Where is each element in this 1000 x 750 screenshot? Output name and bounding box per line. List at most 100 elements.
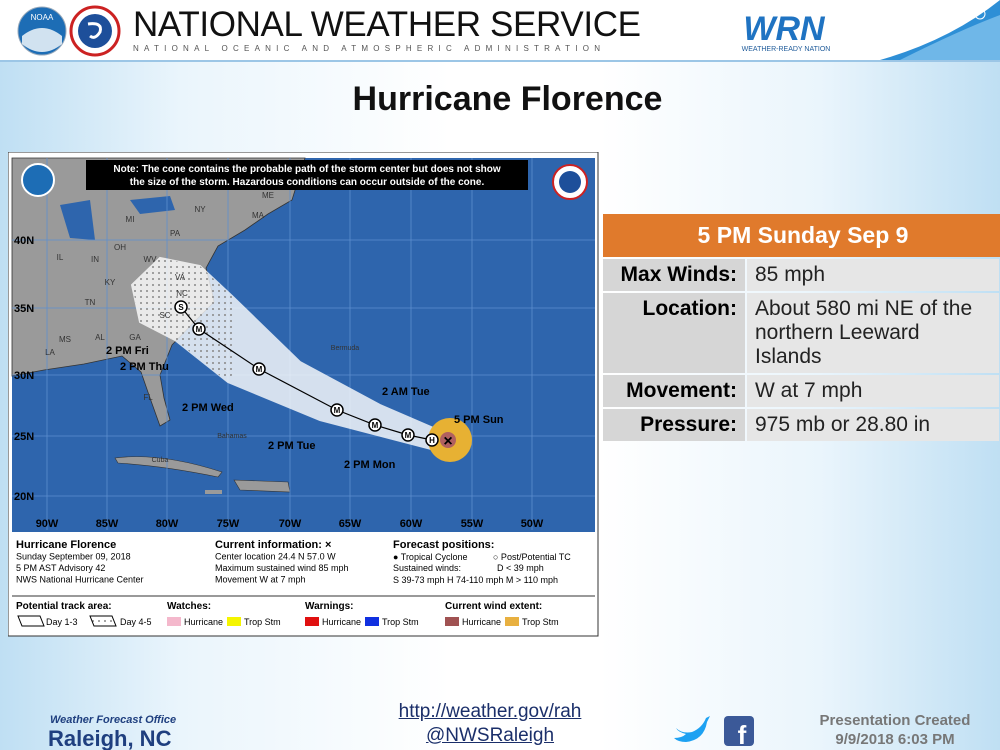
lon-label: 75W [217, 518, 240, 530]
place-label: GA [129, 333, 141, 342]
lon-label: 90W [36, 518, 59, 530]
forecast-label: Pressure: [603, 409, 745, 441]
lon-label: 55W [461, 518, 484, 530]
track-point-label: H [429, 436, 435, 445]
place-label: Bermuda [331, 345, 360, 352]
forecast-key: ○ Post/Potential TC [493, 552, 571, 562]
place-label: LA [45, 348, 55, 357]
great-lakes [60, 196, 175, 240]
place-label: Bahamas [217, 433, 247, 440]
place-label: NC [176, 289, 188, 298]
place-label: PA [170, 229, 181, 238]
track-point-label: S [178, 303, 184, 312]
legend-item: Trop Stm [522, 617, 559, 627]
lon-label: 65W [339, 518, 362, 530]
lat-label: 30N [14, 370, 34, 382]
place-label: MA [252, 211, 265, 220]
forecast-value: About 580 mi NE of the northern Leeward … [747, 293, 999, 373]
wrn-tagline: WEATHER-READY NATION [742, 46, 831, 53]
legend-swatch [167, 617, 181, 626]
cone-day-4-5 [132, 258, 235, 382]
forecast-panel: 5 PM Sunday Sep 9 Max Winds: 85 mph Locati… [603, 214, 1000, 443]
current-info: Center location 24.4 N 57.0 W [215, 552, 336, 562]
place-label: FL [143, 393, 153, 402]
storm-info: 5 PM AST Advisory 42 [16, 563, 105, 573]
legend-item: Hurricane [184, 617, 223, 627]
place-label: AL [95, 333, 105, 342]
lon-label: 85W [96, 518, 119, 530]
place-label: WV [144, 255, 158, 264]
track-point [174, 300, 188, 314]
legend-cone-day45 [89, 615, 117, 627]
place-label: KY [105, 278, 116, 287]
track-point [368, 418, 382, 432]
current-info: Movement W at 7 mph [215, 575, 306, 585]
lat-label: 35N [14, 303, 34, 315]
storm-info: Sunday September 09, 2018 [16, 552, 131, 562]
wrn-logo: WRN [743, 10, 826, 48]
cuba [114, 456, 223, 478]
office-label: Weather Forecast Office [50, 714, 177, 726]
place-label: TN [85, 298, 96, 307]
lon-label: 80W [156, 518, 179, 530]
twitter-link[interactable]: @NWSRaleigh [425, 725, 555, 746]
hurricane-wind-extent [440, 432, 456, 448]
forecast-key: S 39-73 mph H 74-110 mph M > 110 mph [393, 575, 558, 585]
header-graphics: NOAA NATIONAL WEATHER SERVICE NATIONAL O… [17, 0, 1000, 60]
legend-item: Day 1-3 [46, 617, 78, 627]
place-label: IN [91, 255, 99, 264]
website-link[interactable]: http://weather.gov/rah [398, 701, 582, 722]
track-point-label: M [372, 421, 379, 430]
legend-swatch [505, 617, 519, 626]
place-label: MI [126, 215, 135, 224]
legend-item: Day 4-5 [120, 617, 152, 627]
track-time-label: 5 PM Sun [454, 414, 504, 426]
noaa-logo-text: NOAA [31, 13, 54, 22]
forecast-value: 85 mph [747, 259, 999, 291]
created-date: 9/9/2018 6:03 PM [835, 731, 955, 748]
legend-swatch [445, 617, 459, 626]
current-position: × [443, 433, 452, 450]
legend-title: Potential track area: [16, 601, 112, 612]
note-line: Note: The cone contains the probable pat… [113, 164, 500, 175]
forecast-row: Movement: W at 7 mph [603, 375, 999, 407]
place-label: Cuba [152, 457, 169, 464]
legend-swatch [305, 617, 319, 626]
legend-title: Warnings: [305, 601, 354, 612]
legend-title: Watches: [167, 601, 211, 612]
note-line: the size of the storm. Hazardous conditi… [130, 177, 485, 188]
legend-item: Hurricane [322, 617, 361, 627]
forecast-row: Max Winds: 85 mph [603, 259, 999, 291]
track-point [192, 322, 206, 336]
forecast-time: 5 PM Sunday Sep 9 [603, 214, 1000, 257]
lat-label: 40N [14, 235, 34, 247]
facebook-icon[interactable] [724, 716, 754, 746]
forecast-label: Max Winds: [603, 259, 745, 291]
track-point-label: M [405, 431, 412, 440]
forecast-label: Movement: [603, 375, 745, 407]
track-point-label: M [256, 365, 263, 374]
jamaica [205, 490, 222, 494]
office-name: Raleigh, NC [48, 726, 172, 750]
created-label: Presentation Created [819, 712, 971, 729]
forecast-value: 975 mb or 28.80 in [747, 409, 999, 441]
storm-info: Hurricane Florence [16, 539, 116, 551]
track-point-label: M [196, 325, 203, 334]
track-point [330, 403, 344, 417]
social-icons: f [674, 716, 754, 750]
legend-cone-day13 [17, 615, 45, 627]
place-label: NY [194, 205, 206, 214]
facebook-icon-text: f [738, 720, 747, 750]
place-label: VA [175, 273, 186, 282]
place-label: IL [57, 253, 64, 262]
twitter-icon[interactable] [674, 716, 710, 742]
slide-title: Hurricane Florence [352, 80, 663, 118]
forecast-row: Location: About 580 mi NE of the northern… [603, 293, 999, 373]
track-time-label: 2 PM Wed [182, 402, 234, 414]
forecast-key: Forecast positions: [393, 539, 494, 551]
track-point-label: M [334, 406, 341, 415]
legend-swatch [365, 617, 379, 626]
forecast-label: Location: [603, 293, 745, 373]
track-point [401, 428, 415, 442]
noaa-map-logo [21, 163, 55, 197]
